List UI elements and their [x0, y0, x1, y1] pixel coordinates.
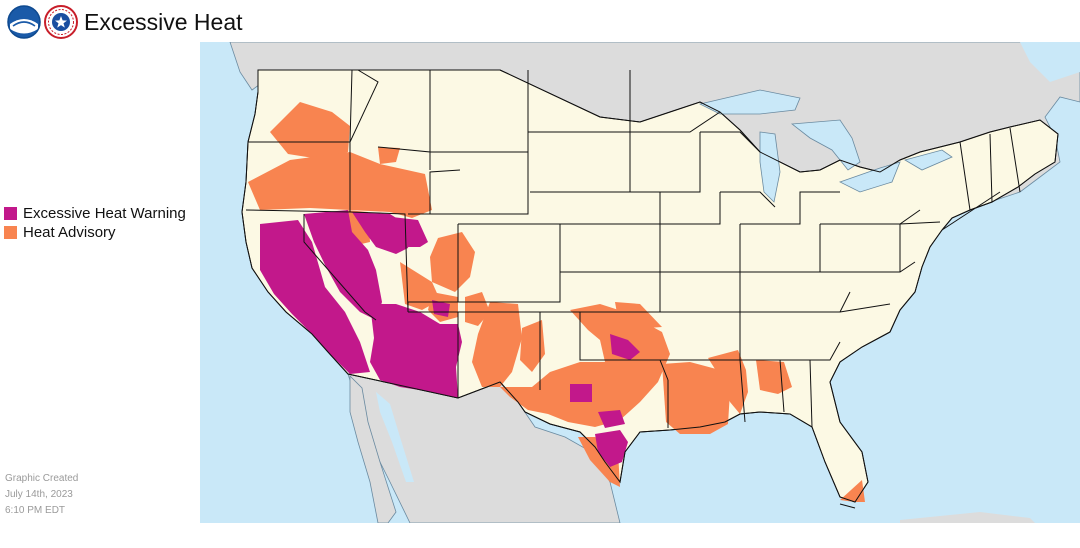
nws-logo-icon	[44, 5, 78, 39]
heat-map[interactable]	[200, 42, 1080, 523]
legend: Excessive Heat Warning Heat Advisory	[4, 204, 204, 242]
heat-advisory-zones	[248, 102, 865, 502]
header: Excessive Heat	[0, 0, 400, 44]
legend-label-warning: Excessive Heat Warning	[23, 205, 186, 222]
legend-item-advisory: Heat Advisory	[4, 223, 204, 242]
us-map-svg	[200, 42, 1080, 523]
created-label: Graphic Created	[5, 473, 79, 484]
legend-item-warning: Excessive Heat Warning	[4, 204, 204, 223]
warning-swatch	[4, 207, 17, 220]
us-coastline	[241, 69, 1059, 503]
graphic-created-note: Graphic Created July 14th, 2023 6:10 PM …	[5, 471, 195, 519]
legend-label-advisory: Heat Advisory	[23, 224, 116, 241]
cuba-land	[900, 512, 1035, 523]
state-borders	[245, 69, 1021, 428]
excessive-heat-warning-zones	[260, 210, 640, 467]
baja-land	[349, 375, 397, 523]
florida-keys	[839, 503, 856, 509]
gulf-of-california	[376, 392, 414, 482]
page-title: Excessive Heat	[84, 9, 243, 35]
canada-lake	[1020, 42, 1080, 82]
noaa-logo-icon	[7, 5, 41, 39]
created-date: July 14th, 2023	[5, 489, 73, 500]
advisory-swatch	[4, 226, 17, 239]
created-time: 6:10 PM EDT	[5, 505, 66, 516]
